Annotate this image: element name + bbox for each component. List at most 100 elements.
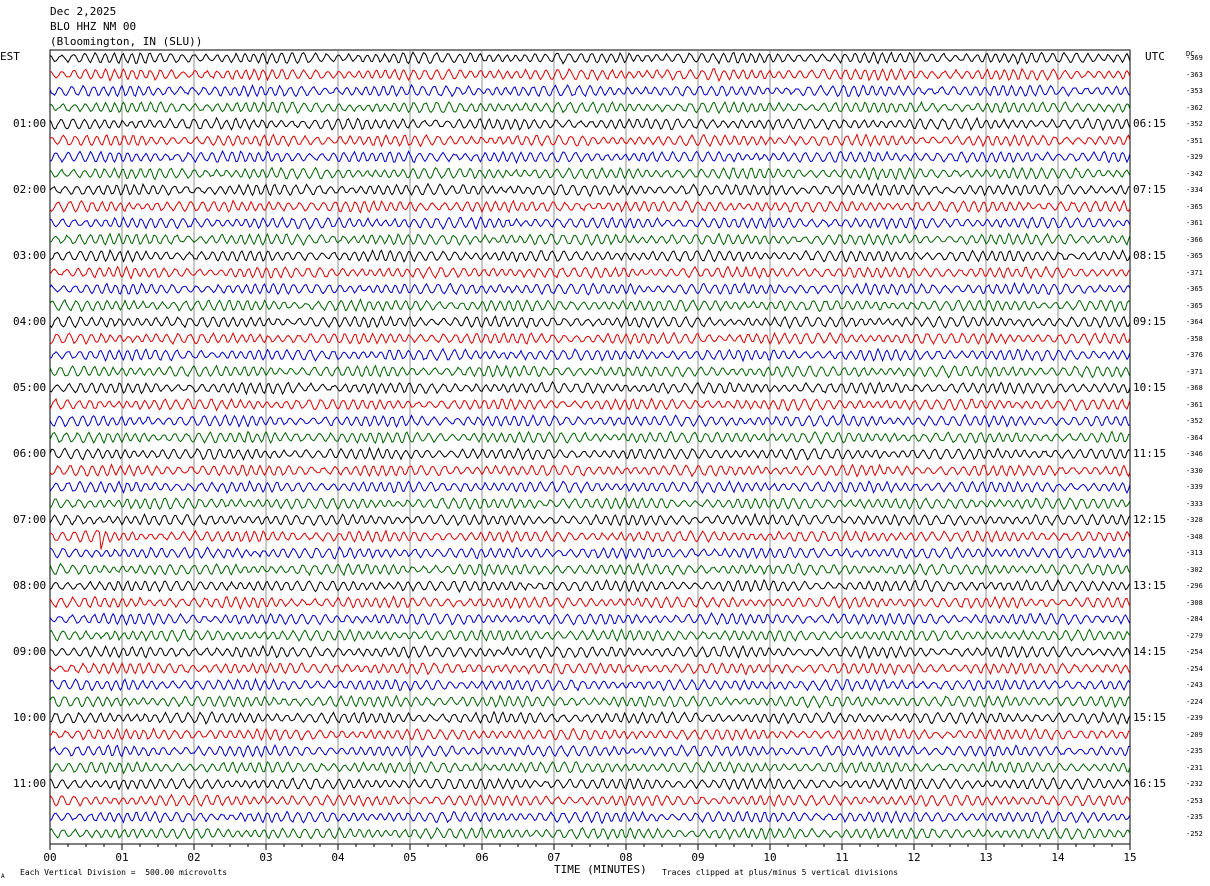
x-tick-label-15: 15 [1123,851,1136,864]
seismic-trace-36 [49,644,1131,660]
dc-offset-label: -352 [1186,417,1203,425]
dc-offset-label: -253 [1186,796,1203,805]
seismic-trace-20 [49,380,1131,396]
dc-offset-label: -235 [1186,813,1203,821]
seismic-trace-42 [49,743,1131,758]
left-hour-label: 06:00 [13,447,47,460]
x-tick-label-13: 13 [979,851,992,864]
seismic-trace-29 [49,529,1131,550]
seismic-trace-24 [49,446,1131,461]
dc-offset-label: -361 [1186,400,1203,409]
right-hour-label: 10:15 [1133,381,1167,394]
dc-offset-label: -284 [1186,615,1203,623]
dc-offset-label: -243 [1186,681,1203,689]
left-hour-label: 02:00 [13,183,47,196]
dc-offset-label: -239 [1186,714,1203,722]
dc-offset-label: -365 [1186,252,1203,260]
seismic-trace-28 [49,512,1131,527]
seismic-trace-23 [49,430,1131,445]
dc-offset-label: -362 [1186,103,1203,112]
seismic-trace-32 [49,578,1131,594]
dc-offset-label: -365 [1186,301,1203,310]
dc-offset-label: -346 [1186,450,1203,458]
seismic-trace-4 [49,116,1131,132]
plot-frame [49,49,1131,845]
dc-offset-label: -363 [1186,70,1203,79]
dc-offset-label: -371 [1186,268,1203,277]
dc-offset-label: -358 [1186,334,1203,343]
x-tick-label-12: 12 [907,851,920,864]
dc-offset-label: -235 [1186,747,1203,755]
seismic-trace-35 [49,628,1131,643]
seismic-trace-1 [49,67,1131,83]
dc-offset-label: -313 [1186,549,1203,557]
dc-offset-label: -279 [1186,631,1203,640]
x-tick-label-06: 06 [475,851,488,864]
right-hour-label: 08:15 [1133,249,1167,262]
x-tick-label-11: 11 [835,851,848,864]
x-tick-label-04: 04 [331,851,345,864]
seismic-trace-6 [49,149,1131,165]
seismic-trace-38 [49,677,1131,693]
seismic-trace-40 [49,710,1131,726]
x-tick-label-00: 00 [43,851,56,864]
right-hour-label: 09:15 [1133,315,1167,328]
dc-offset-label: -348 [1186,532,1203,541]
dc-offset-label: -351 [1186,136,1203,145]
dc-offset-label: -334 [1186,186,1203,194]
seismic-trace-17 [50,331,1131,346]
dc-offset-label: -353 [1186,87,1203,95]
seismic-trace-13 [49,265,1131,280]
seismic-trace-44 [49,777,1131,791]
seismic-trace-19 [49,364,1131,379]
x-tick-label-14: 14 [1051,851,1065,864]
dc-offset-label: -364 [1186,433,1203,442]
dc-offset-label: -224 [1186,697,1203,706]
seismic-trace-9 [49,199,1131,214]
left-hour-label: 10:00 [13,711,47,724]
seismic-trace-45 [49,793,1131,808]
seismic-trace-43 [49,760,1131,775]
seismic-trace-21 [49,397,1131,412]
left-hour-label: 07:00 [13,513,47,526]
dc-offset-label: -371 [1186,367,1203,376]
x-tick-label-03: 03 [259,851,272,864]
right-hour-label: 13:15 [1133,579,1167,592]
dc-offset-label: -352 [1186,120,1203,128]
seismic-trace-26 [49,479,1131,495]
seismic-trace-14 [49,281,1131,296]
seismic-trace-7 [49,166,1131,181]
dc-offset-label: -361 [1186,219,1203,227]
seismic-trace-8 [49,182,1131,198]
x-tick-label-01: 01 [115,851,128,864]
x-tick-label-02: 02 [187,851,200,864]
dc-offset-label: -296 [1186,582,1203,590]
dc-offset-label: -365 [1186,285,1203,293]
left-timezone-label: EST [0,50,20,63]
dc-offset-label: -252 [1186,829,1203,838]
corner-mark: A [1,873,5,880]
seismic-trace-27 [49,496,1131,511]
dc-offset-label: -339 [1186,483,1203,491]
left-hour-label: 04:00 [13,315,47,328]
dc-offset-label: -329 [1186,153,1203,161]
right-hour-label: 14:15 [1133,645,1167,658]
left-hour-label: 11:00 [13,777,47,790]
seismic-trace-41 [49,727,1131,742]
x-tick-label-08: 08 [619,851,632,864]
x-tick-label-09: 09 [691,851,704,864]
right-timezone-label: UTC [1145,50,1165,63]
seismic-trace-11 [49,232,1131,247]
dc-offset-label: -232 [1186,780,1203,788]
right-hour-label: 12:15 [1133,513,1167,526]
x-tick-label-07: 07 [547,851,560,864]
right-hour-label: 07:15 [1133,183,1167,196]
x-tick-label-05: 05 [403,851,416,864]
seismic-trace-10 [49,216,1131,231]
seismic-trace-16 [49,315,1131,330]
x-axis-title: TIME (MINUTES) [554,863,647,876]
seismic-trace-31 [49,562,1131,577]
station-code: BLO HHZ NM 00 [50,20,137,33]
right-hour-label: 11:15 [1133,447,1167,460]
